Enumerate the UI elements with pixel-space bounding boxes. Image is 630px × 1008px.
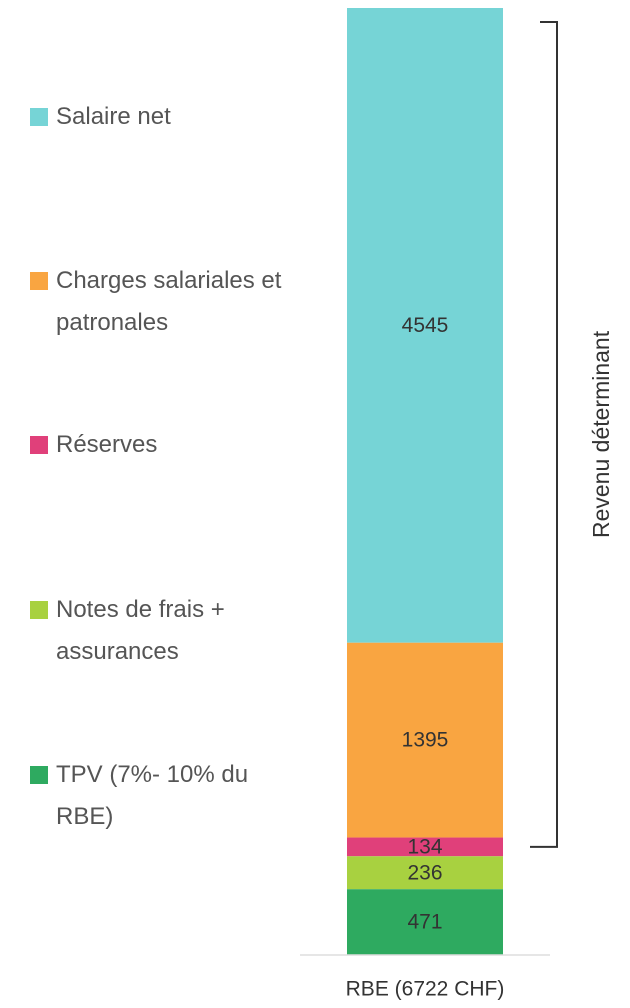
legend-item: Réserves (30, 424, 290, 466)
data-label: 1395 (402, 729, 449, 752)
legend-label: Notes de frais + assurances (56, 596, 225, 665)
legend-swatch (30, 601, 48, 619)
legend-item: Charges salariales et patronales (30, 260, 290, 344)
legend-swatch (30, 436, 48, 454)
legend-label: TPV (7%- 10% du RBE) (56, 761, 249, 830)
legend-swatch (30, 766, 48, 784)
x-tick-label: RBE (6722 CHF) (346, 978, 505, 1001)
bar-segment (347, 8, 503, 643)
data-label: 4545 (402, 314, 449, 337)
legend-item: Salaire net (30, 96, 290, 138)
bracket (530, 21, 558, 848)
legend-item: Notes de frais + assurances (30, 589, 290, 673)
annotation: Revenu déterminant (588, 330, 614, 538)
legend-swatch (30, 272, 48, 290)
data-label: 236 (407, 861, 442, 884)
bar-segment (347, 642, 503, 838)
data-label: 471 (407, 911, 442, 934)
bar-segment (347, 856, 503, 890)
legend-label: Charges salariales et patronales (56, 267, 282, 336)
bar-segment (347, 837, 503, 857)
data-label: 134 (407, 835, 442, 858)
legend-label: Salaire net (56, 103, 171, 130)
legend-item: TPV (7%- 10% du RBE) (30, 754, 290, 838)
bar-segment (347, 889, 503, 955)
legend-label: Réserves (56, 431, 158, 458)
legend-swatch (30, 108, 48, 126)
